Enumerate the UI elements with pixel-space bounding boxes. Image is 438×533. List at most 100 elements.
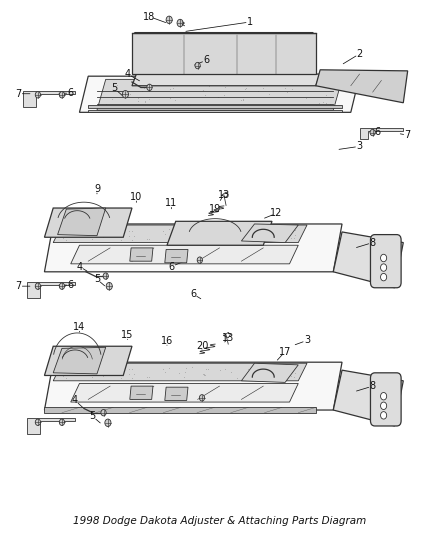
Point [284,371,291,379]
Polygon shape [164,249,187,263]
Point [216,366,223,375]
Text: 15: 15 [121,330,134,340]
Point [103,232,110,240]
Polygon shape [53,225,306,243]
Text: 1: 1 [247,17,253,27]
Point [288,85,295,94]
Circle shape [35,419,40,425]
Text: 5: 5 [94,274,100,284]
Point [254,87,261,95]
Text: 7: 7 [15,281,21,291]
Point [202,365,209,374]
Point [204,365,211,373]
Point [199,370,206,378]
Point [106,362,113,370]
Point [325,100,332,109]
Polygon shape [97,79,341,110]
Text: 6: 6 [67,88,74,98]
Text: 8: 8 [369,381,375,391]
Point [78,229,85,237]
Point [134,93,141,102]
Point [283,87,290,96]
Circle shape [122,91,128,98]
Polygon shape [315,70,407,103]
Point [171,95,178,104]
Point [182,225,189,234]
Point [88,235,95,243]
Point [109,95,116,103]
Circle shape [199,394,204,401]
Point [145,235,152,243]
Polygon shape [88,110,341,112]
Point [216,228,223,237]
Point [315,99,322,108]
Polygon shape [44,346,132,375]
Polygon shape [241,364,297,382]
Point [326,83,333,91]
Text: 7: 7 [15,88,21,99]
Point [99,232,106,241]
Point [159,227,166,236]
Point [181,229,188,238]
Point [117,374,124,382]
Text: 13: 13 [217,190,230,200]
Point [106,223,113,232]
Polygon shape [53,348,106,374]
Point [78,367,85,376]
Polygon shape [359,128,403,139]
Point [226,80,233,88]
Point [279,372,286,381]
Point [204,226,211,235]
Point [117,235,124,244]
Point [322,98,329,107]
Point [92,231,99,239]
Point [214,92,221,101]
Point [258,235,265,243]
Polygon shape [71,245,297,264]
Point [95,366,102,375]
Polygon shape [27,418,75,434]
Point [319,98,326,106]
Polygon shape [132,33,315,74]
Text: 4: 4 [72,395,78,406]
Polygon shape [44,362,341,410]
Circle shape [59,283,64,289]
Text: 2: 2 [356,49,362,59]
Point [134,96,141,105]
Polygon shape [132,74,319,86]
FancyBboxPatch shape [370,373,400,426]
Point [148,78,155,87]
Point [159,365,166,374]
Text: 3: 3 [303,335,309,345]
Polygon shape [166,221,272,245]
Point [184,100,191,109]
Point [62,236,69,244]
Point [220,90,227,99]
Point [270,102,277,111]
Point [144,234,151,243]
Point [246,366,253,375]
Point [291,231,298,239]
Point [127,90,134,99]
Point [302,94,309,103]
Point [92,370,99,379]
Circle shape [35,92,40,98]
Point [125,365,132,374]
Text: 8: 8 [369,238,375,247]
Point [221,226,228,235]
Point [182,364,189,373]
Text: 11: 11 [165,198,177,208]
Point [65,370,72,378]
Polygon shape [241,224,297,243]
Point [239,96,246,104]
Text: 6: 6 [190,289,196,299]
Point [199,85,206,94]
Point [144,373,151,381]
Point [233,373,240,382]
Point [202,227,209,235]
Point [141,84,148,92]
Point [125,369,132,378]
Text: 12: 12 [269,208,282,219]
Polygon shape [88,106,341,108]
Point [239,96,246,104]
